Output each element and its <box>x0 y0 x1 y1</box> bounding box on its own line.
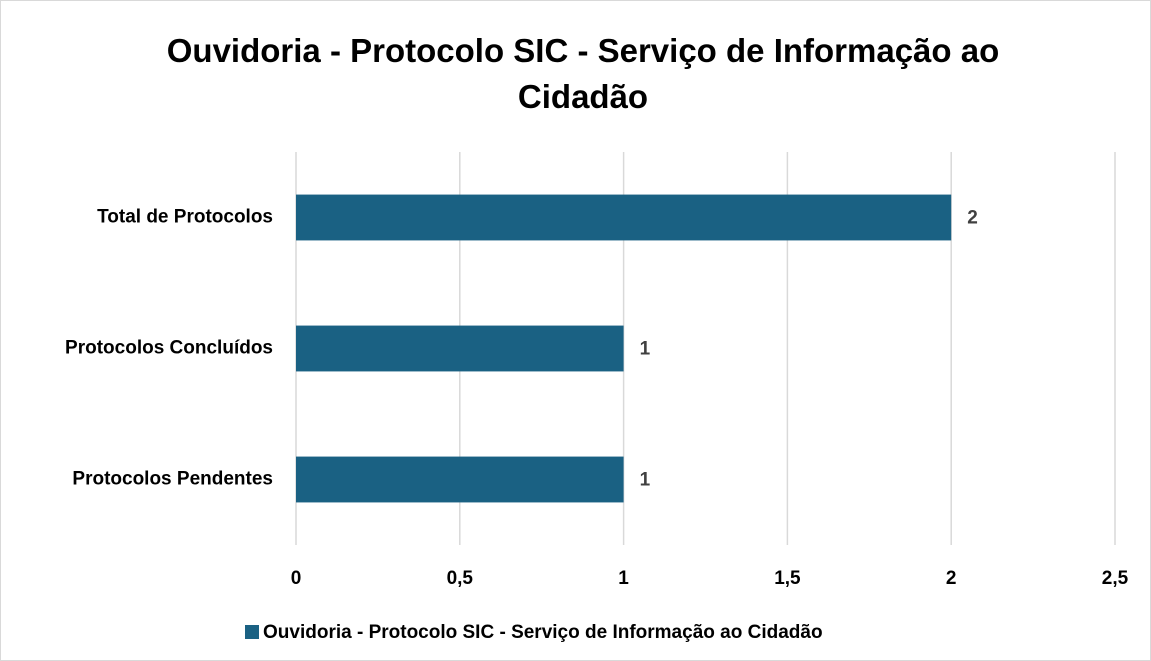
data-label: 1 <box>640 339 651 360</box>
bar <box>296 325 624 372</box>
x-tick-label: 2,5 <box>1102 568 1129 589</box>
y-tick-label: Protocolos Pendentes <box>72 469 273 490</box>
x-tick-label: 2 <box>946 568 957 589</box>
x-tick-label: 1 <box>618 568 629 589</box>
y-tick-label: Protocolos Concluídos <box>65 338 273 359</box>
x-tick-label: 1,5 <box>774 568 801 589</box>
legend-swatch <box>245 625 259 639</box>
legend-label: Ouvidoria - Protocolo SIC - Serviço de I… <box>263 622 823 643</box>
x-tick-label: 0 <box>291 568 302 589</box>
bar <box>296 194 952 241</box>
y-tick-label: Total de Protocolos <box>97 207 273 228</box>
chart-title: Ouvidoria - Protocolo SIC - Serviço de I… <box>166 32 1000 115</box>
data-label: 1 <box>640 470 651 491</box>
x-tick-label: 0,5 <box>447 568 474 589</box>
bar <box>296 456 624 503</box>
data-label: 2 <box>967 208 978 229</box>
